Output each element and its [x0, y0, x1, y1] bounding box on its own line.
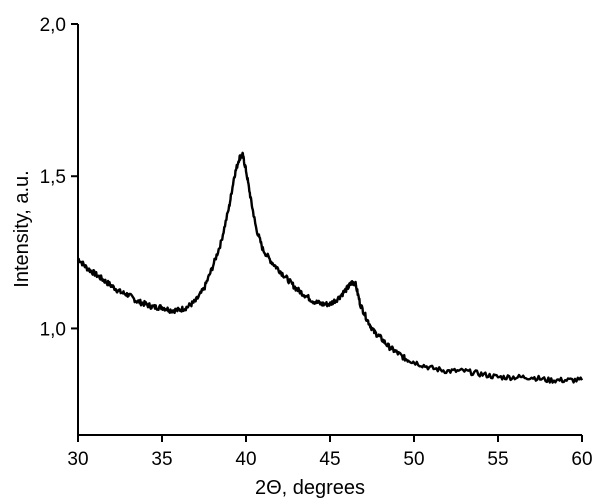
x-tick-label: 45: [319, 449, 340, 470]
x-tick-label: 60: [571, 449, 592, 470]
x-tick-label: 55: [487, 449, 508, 470]
y-tick-label: 1,0: [40, 319, 66, 340]
x-axis-label: 2Θ, degrees: [255, 477, 365, 499]
x-tick-label: 50: [403, 449, 424, 470]
y-tick-label: 2,0: [40, 15, 66, 36]
x-tick-label: 35: [151, 449, 172, 470]
x-tick-label: 40: [235, 449, 256, 470]
y-tick-label: 1,5: [40, 167, 66, 188]
x-tick-label: 30: [67, 449, 88, 470]
plot-area: 30 35 40 45 50 55 60 1,0 1,5 2,0: [40, 15, 593, 470]
series-line: [77, 151, 584, 384]
y-axis-label: Intensity, a.u.: [11, 170, 33, 287]
